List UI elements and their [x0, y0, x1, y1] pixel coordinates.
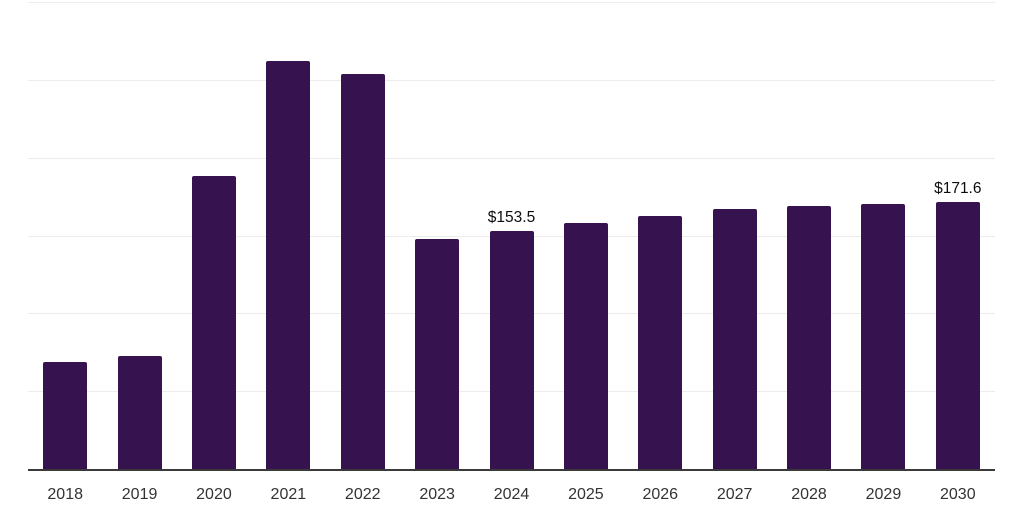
- x-tick-label-2018: 2018: [47, 486, 83, 503]
- x-axis-line: [28, 468, 995, 471]
- x-tick-label-2024: 2024: [493, 486, 530, 503]
- x-tick-label-2030: 2030: [940, 486, 976, 503]
- bar-2023: [415, 239, 460, 470]
- data-label-2030: $171.6: [934, 180, 982, 198]
- bar-2022: [340, 74, 385, 470]
- bar-2030: [935, 202, 980, 470]
- x-tick-label-2020: 2020: [196, 486, 232, 503]
- bar-2026: [638, 216, 683, 470]
- x-tick-label-2026: 2026: [642, 486, 679, 503]
- bar-2024: [489, 230, 534, 470]
- bar-2028: [787, 206, 832, 470]
- bar-2027: [712, 209, 757, 470]
- x-tick-label-2028: 2028: [791, 486, 827, 503]
- gridline-250: [28, 79, 995, 81]
- bar-2019: [117, 356, 162, 470]
- x-tick-label-2029: 2029: [865, 486, 902, 503]
- x-tick-label-2022: 2022: [344, 486, 381, 503]
- bar-2025: [563, 223, 608, 470]
- x-tick-label-2019: 2019: [121, 486, 158, 503]
- x-tick-label-2025: 2025: [568, 486, 604, 503]
- bar-2029: [861, 204, 906, 470]
- gridline-200: [28, 157, 995, 159]
- x-tick-label-2027: 2027: [716, 486, 753, 503]
- bar-2018: [43, 362, 88, 470]
- bar-2021: [266, 61, 311, 470]
- data-label-2024: $153.5: [487, 208, 536, 226]
- x-tick-label-2023: 2023: [419, 486, 455, 503]
- gridline-300: [28, 2, 995, 3]
- x-tick-label-2021: 2021: [270, 486, 307, 503]
- bar-2020: [191, 176, 236, 470]
